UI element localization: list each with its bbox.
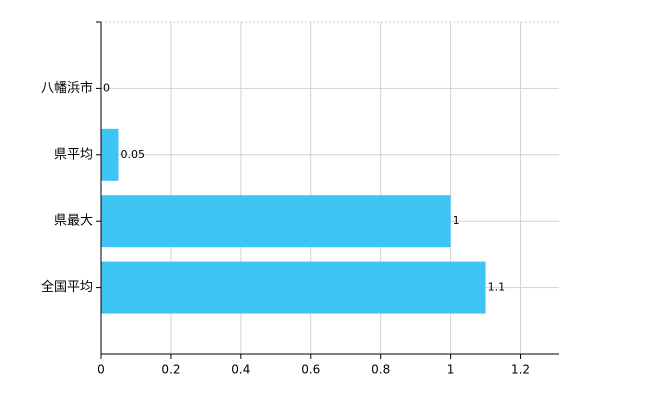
- y-tick-label: 県最大: [54, 214, 93, 229]
- x-tick-label: 1: [447, 363, 455, 377]
- x-tick-label: 1.2: [511, 363, 530, 377]
- x-tick-label: 0.4: [231, 363, 250, 377]
- x-tick-label: 0.6: [301, 363, 320, 377]
- data-label: 1: [453, 214, 460, 227]
- y-tick-label: 全国平均: [41, 279, 93, 295]
- bar: [101, 261, 486, 314]
- bar: [101, 195, 451, 248]
- x-tick-label: 0.2: [161, 363, 180, 377]
- data-label: 0: [103, 81, 110, 94]
- data-label: 0.05: [120, 148, 145, 161]
- x-tick-label: 0: [97, 363, 105, 377]
- y-tick-label: 八幡浜市: [41, 80, 93, 96]
- data-label: 1.1: [488, 281, 506, 294]
- y-tick-label: 県平均: [54, 147, 93, 162]
- bar: [101, 128, 119, 181]
- x-tick-label: 0.8: [371, 363, 390, 377]
